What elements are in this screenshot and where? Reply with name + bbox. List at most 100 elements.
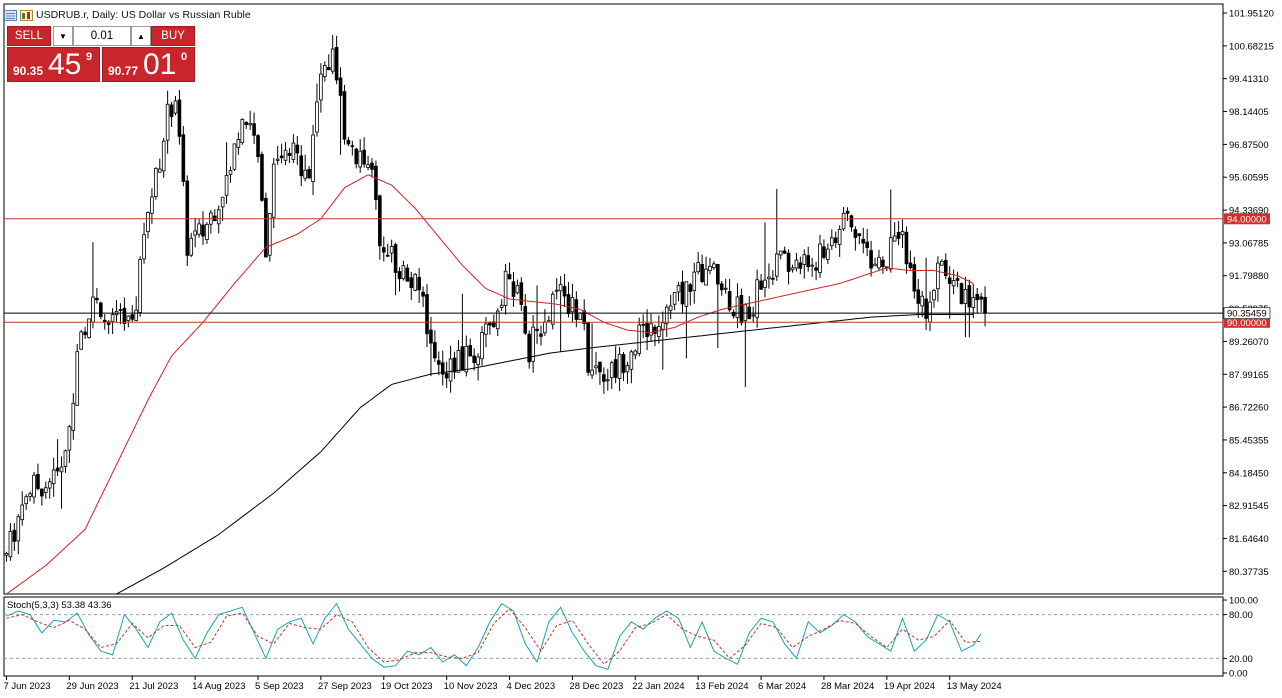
price-tick-label: 101.95120 [1229, 9, 1274, 20]
time-tick-label: 14 Aug 2023 [192, 681, 245, 692]
candle-body [71, 402, 76, 431]
chart-header: USDRUB.r, Daily: US Dollar vs Russian Ru… [4, 7, 251, 23]
chart-list-icon[interactable] [4, 9, 17, 21]
buy-button[interactable]: BUY [151, 26, 195, 46]
candle-body [771, 277, 775, 280]
candle-body [888, 237, 893, 270]
current-price-label: 90.35459 [1227, 309, 1267, 320]
candle-body [79, 331, 83, 350]
candle-body [861, 238, 866, 244]
candle-body [676, 284, 681, 293]
candle-body [778, 250, 783, 256]
candle-body [405, 267, 410, 282]
candle-body [205, 223, 209, 240]
time-tick-label: 22 Jan 2024 [632, 681, 684, 692]
candle-body [845, 210, 850, 214]
stoch-tick-label: 0.00 [1229, 669, 1248, 680]
time-tick-label: 4 Dec 2023 [507, 681, 556, 692]
candle-body [472, 355, 476, 364]
candle-body [440, 362, 445, 375]
candle-body [613, 359, 618, 378]
candle-body [818, 243, 822, 273]
candle-body [189, 237, 194, 256]
candle-body [574, 299, 579, 320]
candle-body [47, 481, 52, 489]
candle-body [181, 134, 186, 182]
candle-body [307, 169, 311, 179]
candle-body [531, 326, 535, 362]
chart-window-icon[interactable] [20, 9, 33, 21]
candle-body [523, 306, 528, 334]
price-tick-label: 93.06785 [1229, 238, 1269, 249]
candle-body [947, 277, 952, 284]
candle-body [256, 135, 260, 158]
candle-body [653, 326, 657, 334]
candle-body [841, 213, 846, 230]
candle-body [252, 123, 256, 136]
ask-price-sup: 0 [181, 51, 188, 63]
candle-body [484, 323, 488, 335]
candle-body [916, 289, 921, 304]
candle-body [44, 487, 48, 493]
lot-up-icon: ▲ [137, 31, 145, 41]
candle-body [550, 293, 555, 325]
candle-body [413, 273, 418, 291]
price-tick-label: 84.18450 [1229, 468, 1269, 479]
lot-down-button[interactable]: ▼ [53, 26, 73, 46]
candle-body [511, 281, 516, 297]
candle-body [955, 278, 960, 281]
sell-button[interactable]: SELL [7, 26, 51, 46]
candle-body [507, 274, 512, 280]
candle-body [370, 162, 374, 170]
price-tick-label: 82.91545 [1229, 501, 1269, 512]
time-tick-label: 10 Nov 2023 [444, 681, 498, 692]
price-tick-label: 96.87500 [1229, 140, 1269, 151]
candle-body [515, 285, 520, 294]
ma-slow-line [116, 314, 974, 594]
candle-body [28, 493, 32, 497]
candle-body [154, 168, 158, 197]
candle-body [220, 196, 225, 208]
bid-price-main: 90.35 [13, 64, 44, 78]
candle-body [932, 290, 936, 301]
candle-body [444, 373, 449, 379]
candle-body [134, 309, 138, 322]
candle-body [609, 362, 614, 379]
candle-body [16, 516, 21, 542]
candle-body [755, 279, 759, 318]
candle-body [680, 281, 685, 305]
candle-body [920, 295, 924, 307]
bid-price[interactable]: 90.35 45 9 [7, 47, 100, 82]
candle-body [605, 379, 610, 382]
candle-body [161, 140, 166, 172]
lot-up-button[interactable]: ▲ [131, 26, 151, 46]
candle-body [495, 310, 500, 330]
candle-body [110, 314, 115, 322]
candle-body [543, 321, 547, 334]
time-axis: 7 Jun 2023 29 Jun 2023 21 Jul 2023 14 Aug 2… [4, 676, 1002, 692]
candle-body [936, 262, 940, 290]
candle-body [429, 329, 433, 344]
candle-body [24, 496, 28, 505]
candle-body [240, 119, 245, 144]
price-tick-label: 86.72260 [1229, 403, 1269, 414]
candle-body [51, 469, 56, 485]
candle-body [739, 295, 744, 324]
candle-body [904, 231, 909, 265]
candle-body [436, 360, 441, 365]
candle-body [570, 297, 575, 313]
price-tick-label: 87.99165 [1229, 370, 1269, 381]
candle-body [224, 174, 229, 196]
candle-body [456, 350, 461, 373]
candle-body [641, 324, 645, 326]
stoch-tick-label: 20.00 [1229, 654, 1253, 665]
time-tick-label: 19 Apr 2024 [884, 681, 935, 692]
lot-size-input[interactable]: 0.01 [73, 26, 131, 46]
candle-body [830, 237, 834, 247]
candle-body [421, 291, 425, 297]
candle-body [362, 149, 366, 165]
ask-price[interactable]: 90.77 01 0 [102, 47, 195, 82]
candle-body [664, 306, 669, 325]
candle-body [389, 246, 394, 254]
